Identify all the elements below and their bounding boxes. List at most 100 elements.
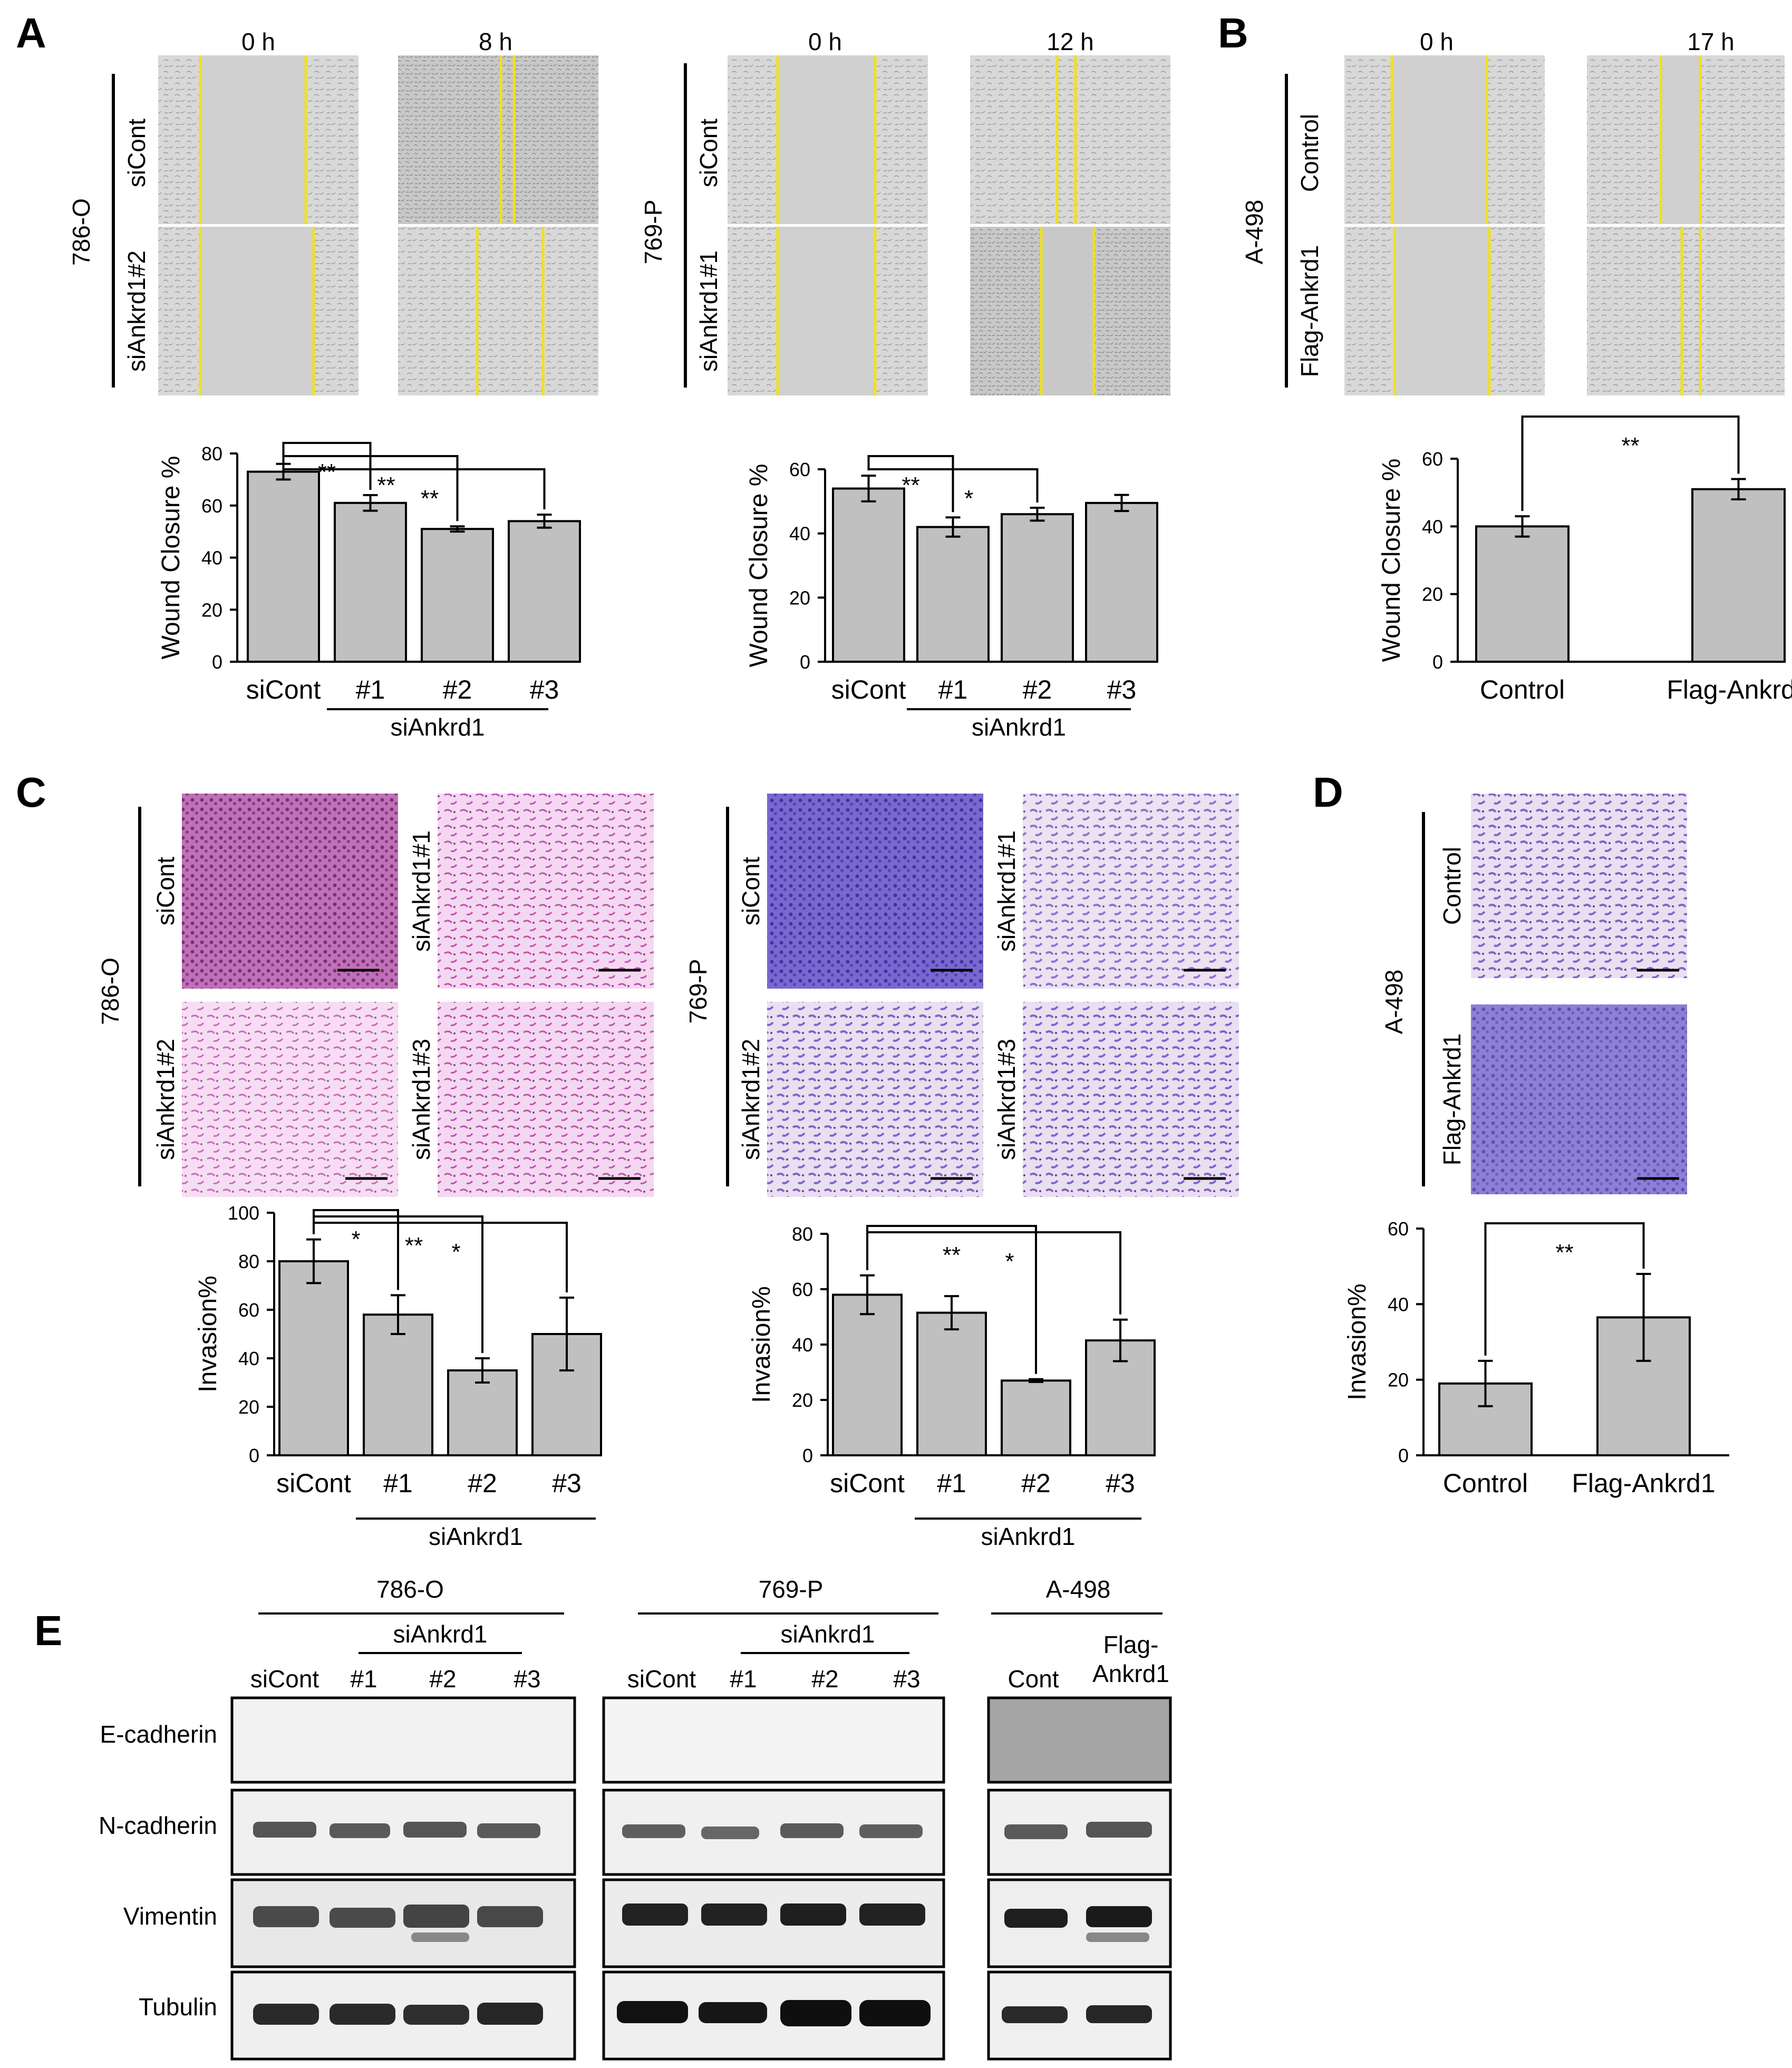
category-label: #1: [938, 675, 968, 704]
image-label: siAnkrd1#3: [408, 1039, 435, 1160]
y-axis-label: Wound Closure %: [745, 464, 773, 668]
category-label: #1: [937, 1468, 966, 1498]
y-axis-label: Invasion%: [748, 1286, 776, 1403]
category-label: siCont: [246, 675, 321, 704]
y-axis-label: Invasion%: [1343, 1283, 1371, 1400]
invasion-image-sicont: [182, 794, 398, 989]
significance-bracket: [1521, 415, 1740, 511]
image-label: siAnkrd1#2: [152, 1039, 179, 1160]
panel-e-western: 786-O siAnkrd1 siCont #1 #2 #3 769-P siA…: [99, 1576, 1172, 2061]
bar: [1085, 501, 1158, 663]
cell-line-label: 769-P: [640, 200, 667, 265]
chart-d_a498: 0 20 40 60 Invasion% Control Flag-Ankrd1 **: [1343, 1218, 1729, 1498]
lane-label: #2: [429, 1665, 456, 1693]
panel-d-images: A-498 Control Flag-Ankrd1: [1380, 794, 1687, 1194]
row-label: siAnkrd1#2: [123, 250, 150, 372]
panel-label-a: A: [16, 9, 46, 56]
significance-star: **: [318, 459, 336, 485]
category-label: #2: [1021, 1468, 1051, 1498]
y-tick-label: 60: [238, 1299, 259, 1321]
significance-star: *: [451, 1239, 460, 1265]
group-label: siAnkrd1: [391, 713, 485, 741]
panel-label-e: E: [34, 1607, 62, 1654]
lane-label: #1: [730, 1665, 757, 1693]
y-tick-label: 40: [238, 1348, 259, 1369]
row-label: siCont: [123, 119, 150, 188]
y-tick-label: 40: [792, 1334, 813, 1356]
significance-star: **: [1621, 433, 1639, 459]
group-label: siAnkrd1: [981, 1523, 1076, 1550]
time-label: 0 h: [1420, 28, 1454, 55]
y-tick-label: 20: [1388, 1369, 1409, 1391]
bar: [363, 1313, 433, 1456]
cell-line-label: A-498: [1380, 970, 1408, 1035]
chart-b_a498: 0 20 40 60 Wound Closure % Control Flag-Ankrd1…: [1378, 415, 1792, 704]
wound-image-sicont-12h: [970, 55, 1170, 224]
row-label: Flag-Ankrd1: [1296, 245, 1323, 378]
lane-label: #3: [893, 1665, 920, 1693]
y-tick-label: 0: [802, 1445, 813, 1466]
time-label: 8 h: [479, 28, 512, 55]
bar: [916, 1311, 987, 1456]
significance-bracket: [1484, 1222, 1645, 1356]
significance-star: *: [964, 486, 973, 511]
image-label: siAnkrd1#1: [408, 830, 435, 952]
bar: [832, 1293, 903, 1456]
invasion-image-flag-ankrd1: [1471, 1004, 1687, 1194]
y-tick-label: 40: [1388, 1293, 1409, 1315]
y-tick-label: 40: [1422, 516, 1443, 537]
significance-star: **: [1555, 1240, 1573, 1265]
significance-bracket: [313, 1222, 568, 1292]
cell-line-label: 786-O: [96, 958, 124, 1025]
y-tick-label: 20: [201, 599, 222, 621]
significance-star: **: [377, 472, 395, 498]
row-label: Control: [1296, 114, 1323, 192]
wound-image-siankrd1-2-8h: [398, 227, 598, 395]
panel-c-786o-images: 786-O siCont siAnkrd1#1 siAnkrd1#2 siAnk…: [96, 794, 654, 1197]
y-tick-label: 20: [1422, 584, 1443, 605]
significance-star: **: [405, 1233, 423, 1259]
y-tick-label: 60: [1422, 448, 1443, 470]
y-axis-label: Wound Closure %: [1378, 459, 1406, 662]
image-label: siAnkrd1#3: [993, 1039, 1020, 1160]
bar: [1001, 513, 1074, 663]
invasion-image-control: [1471, 794, 1687, 978]
y-tick-label: 20: [789, 587, 810, 608]
significance-bracket: [867, 455, 954, 513]
cell-line-label: A-498: [1046, 1576, 1111, 1603]
category-label: #1: [383, 1468, 413, 1498]
lane-label: Ankrd1: [1092, 1660, 1169, 1687]
bar: [916, 526, 990, 663]
y-tick-label: 40: [789, 523, 810, 545]
image-label: siAnkrd1#2: [737, 1039, 764, 1160]
blot-tubulin: [230, 1970, 1172, 2061]
time-label: 12 h: [1047, 28, 1094, 55]
category-label: #2: [468, 1468, 497, 1498]
blot-ecadherin: [230, 1696, 1172, 1784]
chart-a_769p: 0 20 40 60 Wound Closure % siCont #1 #2 #3 siAnkr…: [745, 455, 1158, 741]
blot-row-label: E-cadherin: [100, 1721, 217, 1748]
significance-bracket: [282, 442, 372, 490]
blot-ncadherin: [230, 1789, 1172, 1876]
significance-bracket: [866, 1231, 1121, 1315]
lane-label: Cont: [1008, 1665, 1059, 1693]
invasion-image-siankrd1-2: [767, 1002, 983, 1197]
bar: [832, 487, 905, 663]
cell-line-label: 769-P: [684, 959, 712, 1024]
row-label: siAnkrd1#1: [695, 250, 722, 372]
bar: [421, 528, 494, 663]
panel-a-786o-images: 0 h 8 h 786-O siCont siAnkrd1#2: [67, 28, 598, 395]
category-label: siCont: [831, 675, 906, 704]
significance-bracket: [282, 455, 459, 521]
si-label: siAnkrd1: [393, 1620, 488, 1648]
blot-row-label: N-cadherin: [99, 1812, 217, 1839]
lane-label: #1: [350, 1665, 377, 1693]
bar: [1438, 1382, 1533, 1456]
si-label: siAnkrd1: [781, 1620, 875, 1648]
y-tick-label: 0: [249, 1445, 259, 1466]
y-tick-label: 60: [789, 459, 810, 480]
cell-line-label: A-498: [1241, 200, 1268, 265]
y-tick-label: 100: [228, 1202, 259, 1224]
lane-label: #2: [811, 1665, 838, 1693]
